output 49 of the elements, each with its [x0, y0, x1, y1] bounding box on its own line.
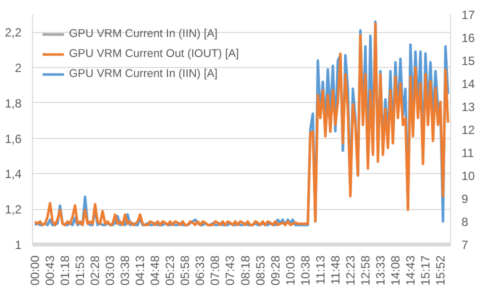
y2-tick-label: 13	[462, 100, 476, 114]
y-tick-label: 2	[14, 61, 22, 76]
y2-tick-label: 12	[462, 123, 476, 137]
x-tick-label: 14:08	[388, 255, 402, 286]
x-tick-label: 12:23	[343, 255, 358, 286]
x-tick-label: 04:48	[148, 255, 162, 286]
x-tick-label: 15:52	[433, 255, 448, 286]
x-tick-label: 14:43	[403, 255, 418, 286]
x-tick-label: 10:38	[298, 255, 312, 286]
y2-tick-label: 17	[462, 8, 476, 22]
y2-tick-label: 14	[462, 77, 476, 91]
x-tick-label: 00:43	[43, 255, 58, 286]
x-tick-label: 05:23	[163, 255, 178, 286]
y2-tick-label: 7	[462, 238, 468, 252]
x-tick-label: 06:33	[193, 255, 208, 286]
y-tick-label: 1,8	[4, 96, 22, 110]
x-tick-label: 04:13	[133, 255, 148, 286]
legend-label: GPU VRM Current In (IIN) [A]	[69, 67, 218, 81]
y-tick-label: 2,2	[4, 26, 22, 40]
y2-tick-label: 16	[462, 31, 476, 45]
x-tick-label: 15:17	[418, 255, 432, 286]
x-tick-label: 03:03	[103, 255, 118, 286]
x-tick-label: 00:00	[28, 255, 42, 286]
y2-tick-label: 9	[462, 192, 468, 206]
legend-label: GPU VRM Current In (IIN) [A]	[69, 27, 218, 41]
x-tick-label: 10:03	[283, 255, 298, 286]
legend-label: GPU VRM Current Out (IOUT) [A]	[69, 47, 239, 61]
x-tick-label: 09:28	[268, 255, 282, 286]
y2-tick-label: 10	[462, 169, 476, 183]
x-tick-label: 07:08	[208, 255, 222, 286]
y2-tick-label: 8	[462, 215, 468, 229]
y2-tick-label: 11	[462, 146, 474, 160]
x-tick-label: 01:53	[73, 255, 88, 286]
y2-tick-label: 15	[462, 54, 476, 68]
x-tick-label: 12:58	[358, 255, 372, 286]
x-tick-label: 02:28	[88, 255, 102, 286]
x-tick-label: 11:48	[328, 255, 342, 285]
x-tick-label: 11:13	[313, 255, 328, 285]
x-tick-label: 13:33	[373, 255, 388, 286]
x-tick-label: 05:58	[178, 255, 192, 286]
x-tick-label: 08:18	[238, 255, 252, 286]
x-tick-label: 03:38	[118, 255, 132, 286]
y-tick-label: 1	[14, 238, 22, 252]
x-tick-label: 01:18	[58, 255, 72, 286]
y-tick-label: 1,6	[4, 132, 22, 146]
x-tick-label: 07:43	[223, 255, 238, 286]
y-tick-label: 1,2	[4, 202, 22, 217]
y-tick-label: 1,4	[4, 167, 22, 182]
x-tick-label: 08:53	[253, 255, 268, 286]
